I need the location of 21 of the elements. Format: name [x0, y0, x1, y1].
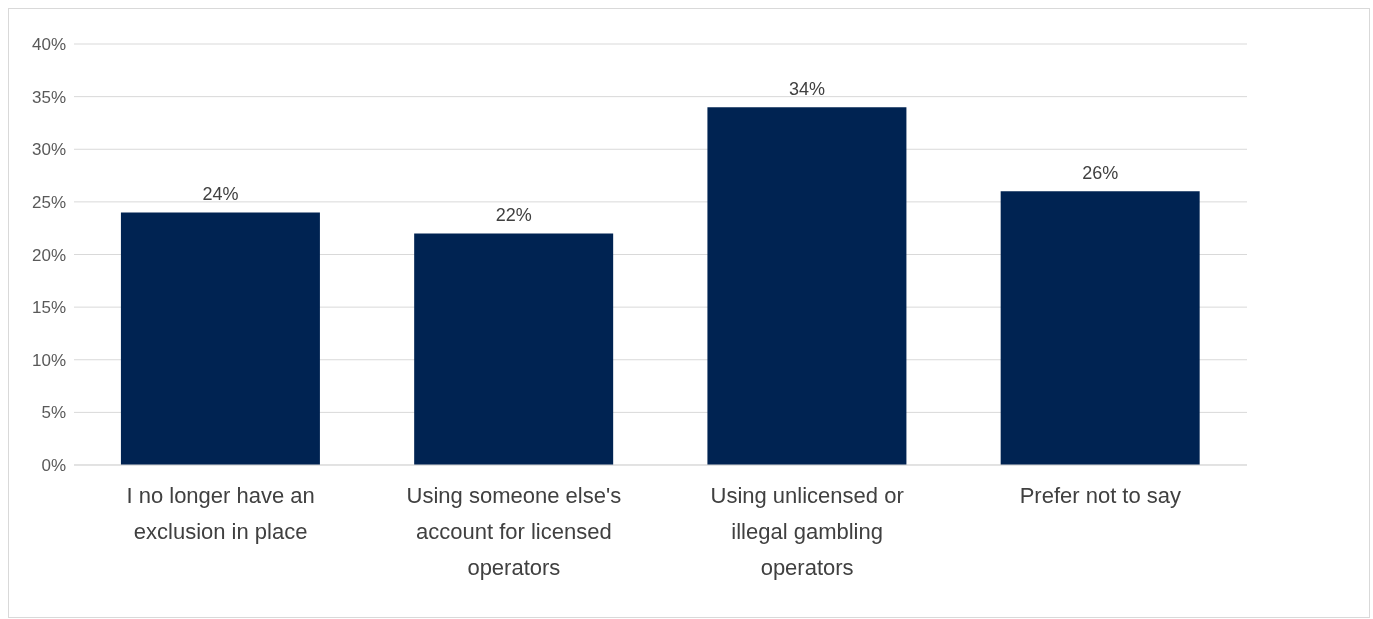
x-tick-label: I no longer have an exclusion in place — [126, 483, 315, 544]
y-tick-label: 15% — [31, 298, 66, 318]
y-tick-label: 40% — [31, 35, 66, 55]
y-tick-label: 25% — [31, 192, 66, 212]
data-label: 24% — [202, 184, 239, 205]
x-tick-label: Prefer not to say — [1019, 483, 1182, 508]
x-tick-label: Using unlicensed or illegal gambling operators — [710, 483, 904, 580]
y-tick-label: 35% — [31, 87, 66, 107]
x-tick-label: Using someone else's account for licensed operators — [406, 483, 622, 580]
y-tick-label: 10% — [31, 350, 66, 370]
y-tick-label: 5% — [41, 403, 66, 423]
data-label: 34% — [788, 79, 825, 100]
data-label: 26% — [1082, 163, 1119, 184]
bar — [414, 233, 614, 465]
bar — [1000, 191, 1200, 465]
bar — [120, 212, 320, 465]
y-tick-label: 0% — [41, 456, 66, 476]
bar — [707, 107, 907, 465]
data-label: 22% — [495, 205, 532, 226]
y-tick-label: 20% — [31, 245, 66, 265]
y-tick-label: 30% — [31, 140, 66, 160]
